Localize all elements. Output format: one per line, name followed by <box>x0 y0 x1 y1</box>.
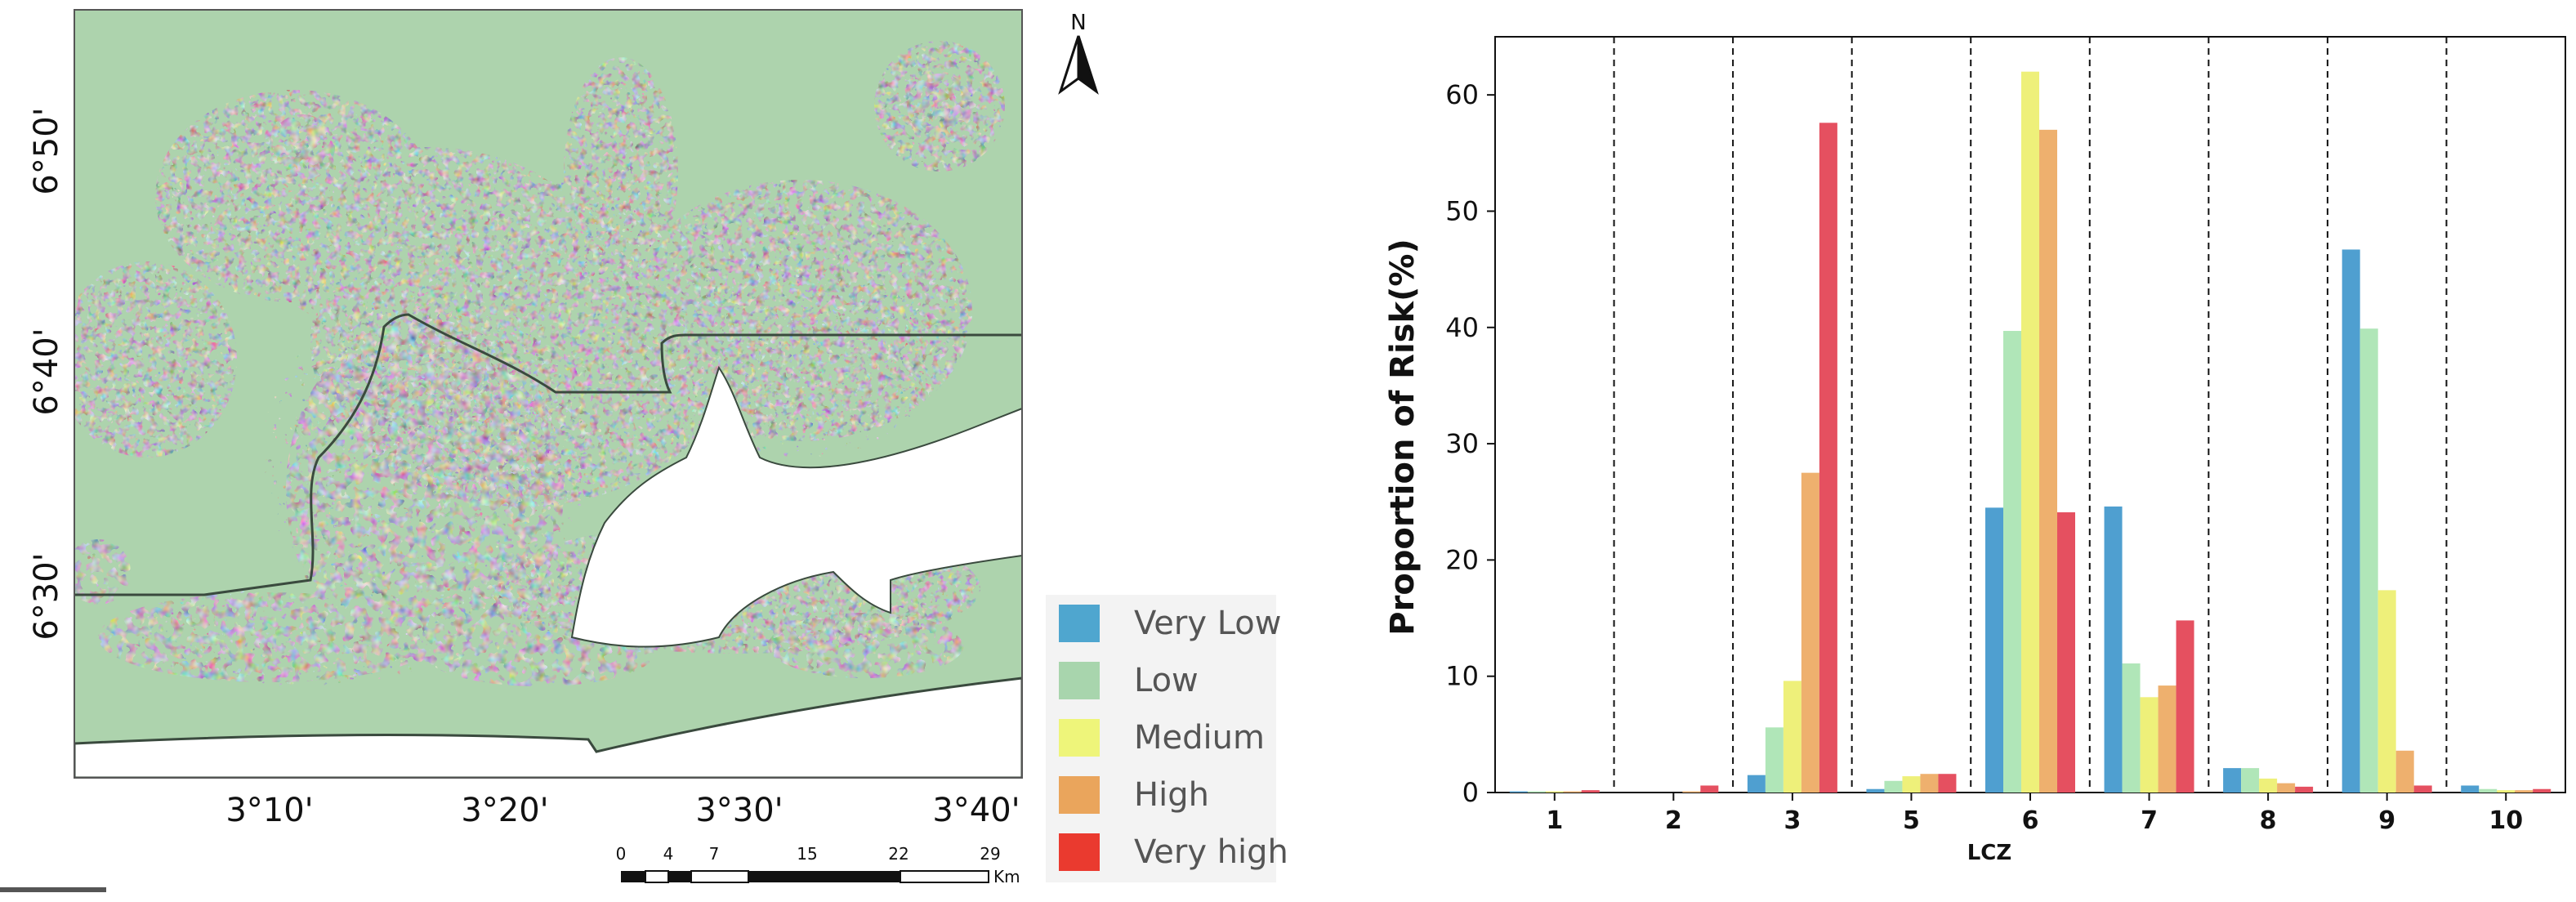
risk-bar-chart: 0 10 20 30 40 50 60 1 2 3 5 6 7 8 9 10 LCZ Proportion … <box>1384 36 2566 865</box>
bar <box>2021 71 2039 793</box>
bar <box>2259 778 2278 793</box>
bar <box>1884 780 1903 793</box>
bar <box>2342 249 2360 793</box>
legend-label: High <box>1134 776 1209 814</box>
y-tick-label: 10 <box>1445 661 1479 692</box>
bar <box>1563 791 1582 793</box>
x-tick-label: 7 <box>2141 806 2158 835</box>
bar <box>2479 788 2498 793</box>
legend-label: Medium <box>1134 719 1265 757</box>
y-tick-label: 20 <box>1445 544 1479 575</box>
scale-unit: Km <box>993 867 1020 886</box>
lon-label: 3°40' <box>932 792 1020 829</box>
bar <box>2377 590 2396 793</box>
bar <box>2104 506 2123 793</box>
legend-swatch <box>1059 719 1100 757</box>
admin-boundary <box>74 313 1022 596</box>
map-frame <box>74 9 1023 779</box>
scale-tick: 4 <box>663 844 674 864</box>
bar <box>2461 785 2480 793</box>
bar <box>2413 785 2432 793</box>
bar <box>1581 790 1600 793</box>
x-tick-label: 10 <box>2489 806 2523 835</box>
bar <box>1920 774 1939 793</box>
north-arrow-icon: N <box>1058 11 1099 95</box>
bar <box>2122 663 2141 793</box>
scale-tick: 0 <box>616 844 627 864</box>
bar <box>2176 620 2194 793</box>
lon-label: 3°30' <box>695 792 783 829</box>
scale-tick: 29 <box>980 844 1000 864</box>
x-tick-label: 1 <box>1546 806 1563 835</box>
north-label: N <box>1070 11 1086 35</box>
bar <box>2359 328 2378 793</box>
bar <box>2003 331 2021 793</box>
y-tick-label: 0 <box>1462 777 1479 808</box>
x-tick-label: 3 <box>1784 806 1801 835</box>
bar <box>1866 788 1885 793</box>
bar <box>2241 768 2260 793</box>
bar <box>1682 791 1701 793</box>
y-tick-label: 50 <box>1445 195 1479 226</box>
bar <box>2515 790 2534 793</box>
x-axis-label: LCZ <box>1967 841 2012 865</box>
bar <box>1509 791 1528 793</box>
scale-tick: 7 <box>709 844 720 864</box>
legend-label: Very high <box>1134 833 1288 871</box>
x-tick-label: 8 <box>2260 806 2277 835</box>
bar <box>1545 791 1564 793</box>
bar <box>1527 791 1546 793</box>
bar <box>2295 786 2314 793</box>
bar <box>2497 790 2516 793</box>
legend-swatch <box>1059 605 1100 642</box>
y-tick-label: 30 <box>1445 428 1479 459</box>
bar <box>1700 785 1719 793</box>
ocean-water <box>74 676 1022 778</box>
x-tick-label: 2 <box>1665 806 1682 835</box>
legend-swatch <box>1059 662 1100 699</box>
x-tick-label: 6 <box>2022 806 2039 835</box>
bar <box>1783 681 1801 793</box>
bar <box>2277 783 2296 793</box>
bar <box>1985 507 2003 793</box>
lon-label: 3°20' <box>461 792 548 829</box>
y-tick-label: 60 <box>1445 79 1479 110</box>
legend-swatch <box>1059 776 1100 814</box>
risk-map-panel: 6°50' 6°40' 6°30' 3°10' 3°20' 3°30' 3°40… <box>0 0 1291 899</box>
bar <box>2533 788 2551 793</box>
map-legend: Very Low Low Medium High Very high <box>1046 595 1288 882</box>
bar <box>1747 775 1766 793</box>
risk-map-svg: 6°50' 6°40' 6°30' 3°10' 3°20' 3°30' 3°40… <box>0 9 1288 892</box>
lon-label: 3°10' <box>225 792 313 829</box>
lat-label: 6°30' <box>28 552 65 640</box>
lagoon-water <box>570 365 1022 648</box>
bar <box>2057 512 2075 793</box>
y-axis-label: Proportion of Risk(%) <box>1384 239 1422 635</box>
bar <box>2158 685 2176 793</box>
scale-bar: 0 4 7 15 22 29 Km <box>616 844 1020 886</box>
bar <box>1819 123 1837 793</box>
bar <box>2395 750 2414 793</box>
lat-label: 6°40' <box>28 328 65 415</box>
scale-tick: 22 <box>888 844 909 864</box>
legend-swatch <box>1059 833 1100 871</box>
divider-line <box>0 887 106 892</box>
risk-overlay <box>74 41 1022 778</box>
legend-label: Low <box>1134 662 1199 699</box>
bar <box>2039 129 2057 793</box>
bar <box>2223 768 2242 793</box>
x-tick-label: 5 <box>1903 806 1920 835</box>
bar <box>1765 727 1784 793</box>
y-tick-label: 40 <box>1445 312 1479 343</box>
bar <box>1902 776 1921 793</box>
legend-label: Very Low <box>1134 605 1281 642</box>
lat-label: 6°50' <box>28 107 65 194</box>
bar <box>1938 774 1957 793</box>
risk-chart-panel: 0 10 20 30 40 50 60 1 2 3 5 6 7 8 9 10 LCZ Proportion … <box>1291 0 2576 899</box>
scale-tick: 15 <box>797 844 817 864</box>
x-tick-label: 9 <box>2378 806 2395 835</box>
bar <box>1801 472 1819 793</box>
bar <box>2140 697 2159 793</box>
